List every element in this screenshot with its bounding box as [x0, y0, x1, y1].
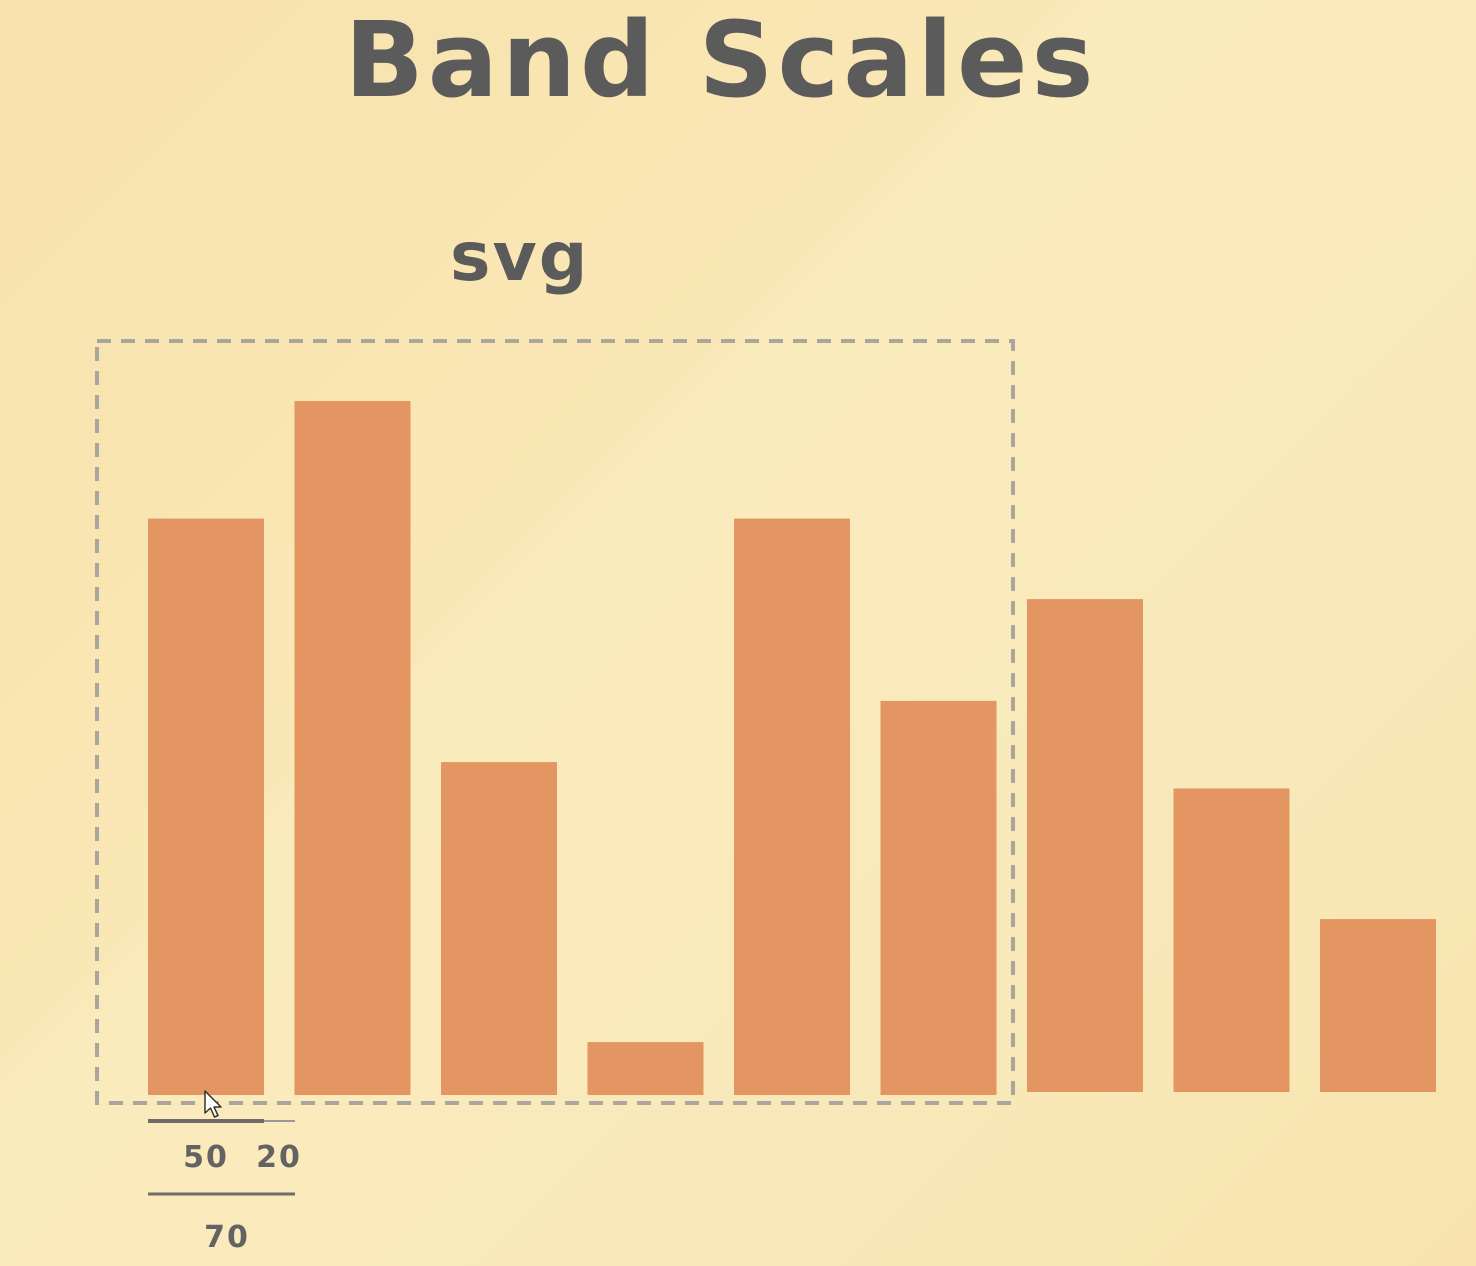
bar-2 [294, 401, 411, 1095]
bar-8 [1173, 788, 1290, 1092]
bar-9 [1320, 919, 1436, 1092]
mouse-pointer-icon [204, 1090, 222, 1118]
svg-container-boundary [95, 339, 1015, 1105]
slide-title: Band Scales [344, 0, 1098, 121]
bar-6 [880, 700, 997, 1095]
step-value: 70 [204, 1220, 250, 1255]
bar-7 [1027, 599, 1143, 1092]
bar-5 [734, 518, 850, 1095]
bar-width-value: 50 [183, 1140, 229, 1175]
bar-1 [148, 518, 264, 1095]
svg-container-label: svg [450, 218, 590, 297]
bar-4 [587, 1042, 704, 1095]
padding-value: 20 [256, 1140, 302, 1175]
bar-3 [441, 762, 557, 1095]
bars-group [148, 401, 1436, 1095]
